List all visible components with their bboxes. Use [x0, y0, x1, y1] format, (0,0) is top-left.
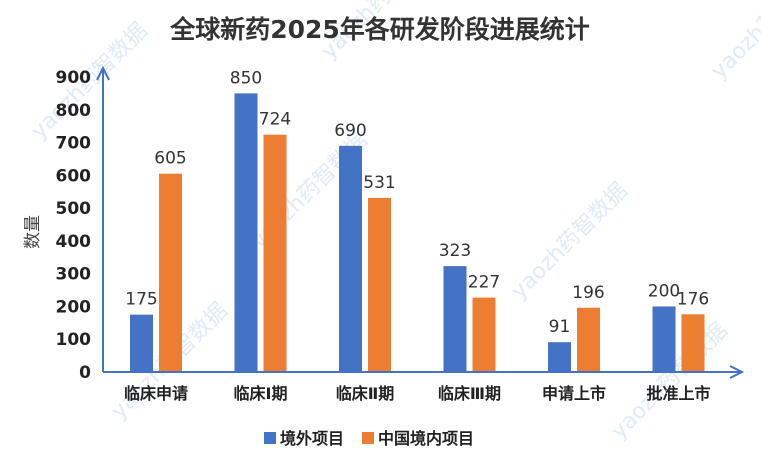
value-label: 200 — [648, 281, 680, 301]
y-tick-label: 900 — [56, 68, 92, 88]
watermark: yaozh药智数据 — [707, 0, 761, 84]
value-label: 176 — [677, 289, 709, 309]
y-tick-label: 700 — [56, 134, 92, 154]
bar-overseas — [548, 342, 571, 372]
value-label: 196 — [572, 283, 604, 303]
y-axis-arrow — [96, 65, 110, 81]
x-tick-label: 临床Ⅲ期 — [438, 384, 501, 403]
chart-title: 全球新药2025年各研发阶段进展统计 — [169, 15, 590, 44]
legend-swatch — [264, 432, 276, 444]
value-label: 175 — [125, 290, 157, 310]
bar-domestic — [472, 297, 496, 372]
y-tick-label: 0 — [79, 363, 91, 383]
y-tick-label: 800 — [56, 101, 92, 121]
bar-domestic — [577, 307, 600, 372]
x-tick-label: 临床Ⅰ期 — [234, 384, 288, 403]
value-label: 227 — [468, 273, 500, 293]
y-tick-label: 100 — [56, 330, 92, 350]
bar-overseas — [652, 306, 676, 372]
value-label: 850 — [230, 68, 262, 88]
y-tick-label: 200 — [56, 297, 92, 317]
bar-overseas — [443, 266, 467, 372]
y-axis-label: 数量 — [23, 215, 43, 249]
x-tick-label: 临床Ⅱ期 — [336, 384, 395, 403]
value-label: 91 — [549, 317, 571, 337]
value-label: 531 — [363, 173, 395, 193]
value-label: 724 — [259, 110, 291, 130]
legend: 境外项目 中国境内项目 — [264, 429, 474, 448]
legend-label: 境外项目 — [280, 429, 344, 448]
bar-domestic — [159, 173, 182, 372]
value-label: 605 — [154, 149, 186, 169]
y-tick-label: 500 — [56, 199, 92, 219]
legend-swatch — [362, 432, 374, 444]
x-axis-ticks: 临床申请 临床Ⅰ期 临床Ⅱ期 临床Ⅲ期 申请上市 批准上市 — [124, 384, 711, 403]
x-tick-label: 临床申请 — [124, 384, 188, 403]
bar-domestic — [681, 314, 705, 372]
bars-layer — [130, 93, 705, 372]
x-tick-label: 申请上市 — [542, 384, 606, 403]
axes — [96, 65, 745, 379]
x-axis-arrow — [729, 365, 745, 379]
x-tick-label: 批准上市 — [646, 384, 710, 403]
bar-overseas — [339, 145, 362, 372]
value-label: 690 — [334, 121, 366, 141]
y-tick-label: 600 — [56, 166, 92, 186]
bar-overseas — [234, 93, 258, 372]
y-axis-ticks: 0 100 200 300 400 500 600 700 800 900 — [56, 68, 92, 383]
bar-domestic — [263, 134, 287, 372]
legend-label: 中国境内项目 — [378, 429, 474, 448]
y-tick-label: 300 — [56, 265, 92, 285]
y-tick-label: 400 — [56, 232, 92, 252]
watermark: yaozh药智数据 — [507, 178, 633, 304]
bar-domestic — [368, 197, 391, 372]
value-label: 323 — [439, 241, 471, 261]
bar-overseas — [130, 314, 153, 372]
